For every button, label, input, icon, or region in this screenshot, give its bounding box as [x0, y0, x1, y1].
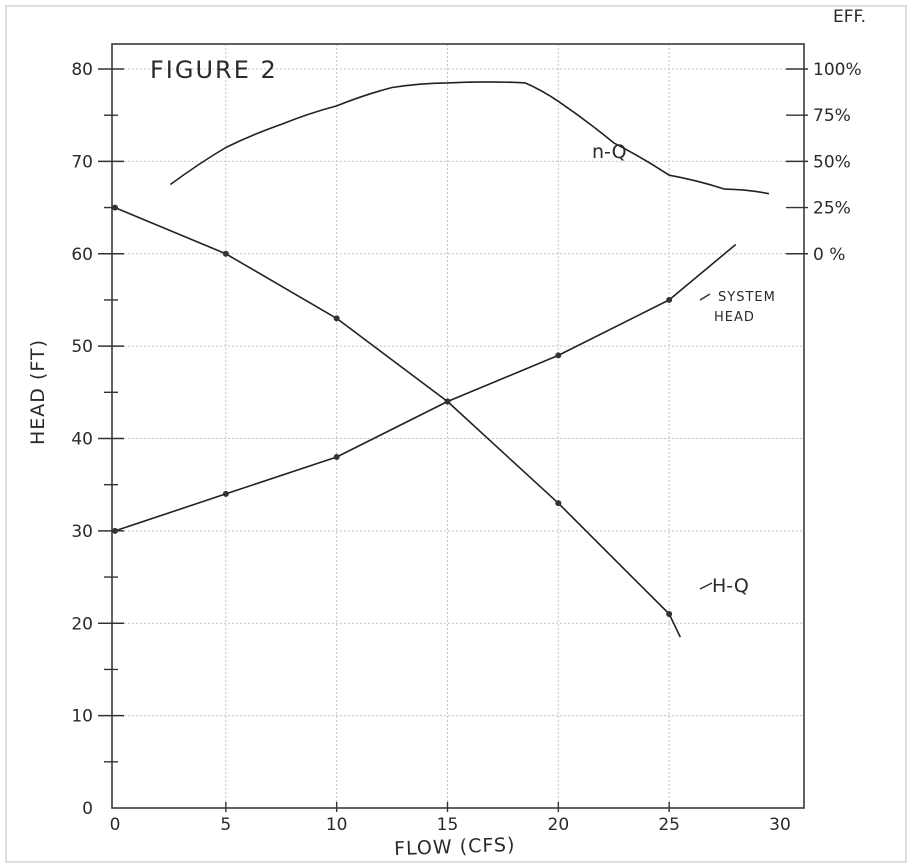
y-tick-label: 20 — [71, 614, 93, 634]
point-layer — [112, 204, 673, 618]
grid — [112, 44, 804, 808]
h-q-label-leader — [699, 582, 713, 590]
efficiency-tick-labels: 0 % 25% 50% 75% 100% — [813, 60, 862, 265]
h-q-point — [333, 315, 340, 322]
system-head-line — [114, 243, 737, 532]
y-tick-label: 50 — [71, 337, 93, 357]
x-tick-label: 20 — [548, 815, 570, 835]
efficiency-tick-label: 100% — [813, 60, 862, 80]
efficiency-tick-label: 0 % — [813, 245, 845, 265]
y-axis-title: HEAD (FT) — [27, 339, 49, 445]
h-q-line — [114, 206, 682, 638]
axis-ticks — [98, 68, 808, 812]
x-axis-title: FLOW (CFS) — [394, 834, 516, 860]
system-head-point — [112, 527, 118, 534]
y-tick-label: 80 — [71, 60, 93, 80]
x-tick-label: 30 — [769, 815, 791, 835]
x-tick-label: 5 — [220, 815, 231, 835]
system-head-point — [444, 398, 451, 405]
y-tick-label: 0 — [82, 799, 93, 819]
efficiency-tick-label: 50% — [813, 152, 851, 172]
eta-q-label: n-Q — [592, 141, 627, 163]
y-tick-labels: 0 10 20 30 40 50 60 70 80 — [71, 60, 93, 819]
system-head-point — [222, 490, 229, 497]
x-tick-label: 10 — [326, 815, 348, 835]
q-line — [169, 81, 770, 195]
system-head-label-line-1: SYSTEM — [718, 290, 776, 305]
system-head-point — [333, 453, 340, 460]
page-border — [5, 5, 907, 863]
h-q-point — [666, 611, 673, 618]
efficiency-axis-title: EFF. — [833, 7, 866, 27]
y-tick-label: 70 — [71, 152, 93, 172]
y-tick-label: 10 — [71, 707, 93, 727]
h-q-point — [112, 204, 118, 211]
y-tick-label: 30 — [71, 522, 93, 542]
plot-frame — [111, 43, 805, 809]
x-tick-label: 15 — [437, 815, 459, 835]
x-tick-label: 25 — [658, 815, 680, 835]
series-layer — [114, 81, 770, 638]
system-head-label-line-2: HEAD — [714, 310, 755, 325]
y-tick-label: 60 — [71, 245, 93, 265]
h-q-point — [222, 250, 229, 257]
x-tick-labels: 0 5 10 15 20 25 30 — [110, 815, 791, 835]
chart-title: FIGURE 2 — [150, 56, 278, 84]
h-q-point — [555, 500, 562, 507]
system-head-label-leader — [699, 293, 711, 301]
efficiency-tick-label: 75% — [813, 106, 851, 126]
system-head-point — [555, 352, 562, 359]
x-tick-label: 0 — [110, 815, 121, 835]
system-head-point — [666, 296, 673, 303]
efficiency-tick-label: 25% — [813, 199, 851, 219]
y-tick-label: 40 — [71, 430, 93, 450]
h-q-label: H-Q — [712, 575, 749, 597]
